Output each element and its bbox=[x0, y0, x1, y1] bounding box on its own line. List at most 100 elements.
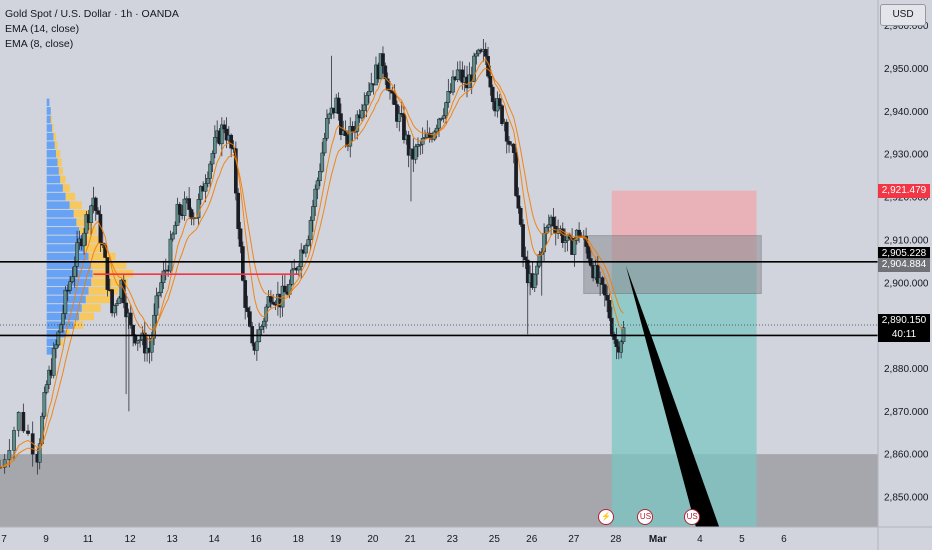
candle-down bbox=[577, 229, 581, 237]
candle-down bbox=[602, 284, 607, 296]
candle-down bbox=[336, 97, 341, 114]
candle-up bbox=[58, 324, 63, 333]
candle-up bbox=[117, 297, 121, 304]
volume-profile-down-bar bbox=[85, 295, 111, 304]
candle-up bbox=[451, 76, 455, 93]
x-tick-label: 16 bbox=[251, 534, 263, 545]
candle-up bbox=[68, 281, 72, 291]
candle-down bbox=[383, 65, 388, 80]
volume-profile-up-bar bbox=[46, 261, 92, 269]
candle-up bbox=[12, 430, 16, 451]
y-tick-label: 2,850.000 bbox=[884, 493, 929, 504]
volume-profile-up-bar bbox=[46, 235, 82, 244]
stop-price-tag: 2,921.479 bbox=[878, 183, 930, 198]
candle-up bbox=[537, 254, 542, 267]
candle-up bbox=[175, 204, 180, 226]
candle-down bbox=[488, 75, 493, 88]
candle-up bbox=[63, 289, 68, 314]
candle-up bbox=[54, 344, 58, 349]
volume-profile-up-bar bbox=[46, 227, 80, 235]
x-tick-label: 5 bbox=[739, 534, 745, 545]
candle-up bbox=[16, 411, 21, 431]
candles bbox=[0, 38, 626, 475]
candle-down bbox=[187, 198, 191, 210]
y-tick-label: 2,950.000 bbox=[884, 64, 929, 75]
candle-up bbox=[306, 239, 311, 246]
symbol-title[interactable]: Gold Spot / U.S. Dollar · 1h · OANDA bbox=[5, 8, 179, 20]
candle-up bbox=[75, 242, 79, 267]
y-tick-label: 2,960.000 bbox=[884, 21, 929, 32]
candle-up bbox=[170, 233, 175, 240]
candle-down bbox=[128, 312, 133, 326]
candle-up bbox=[84, 214, 89, 234]
candle-down bbox=[514, 152, 518, 196]
candle-down bbox=[224, 128, 229, 141]
volume-profile-up-bar bbox=[46, 124, 53, 132]
candle-up bbox=[362, 104, 367, 111]
candle-up bbox=[114, 303, 119, 306]
candle-down bbox=[497, 98, 502, 107]
candle-up bbox=[476, 49, 481, 55]
volume-profile-down-bar bbox=[79, 312, 94, 321]
candle-up bbox=[444, 102, 448, 117]
chart-legend: Gold Spot / U.S. Dollar · 1h · OANDA EMA… bbox=[5, 7, 179, 52]
candle-up bbox=[154, 295, 159, 316]
candle-up bbox=[619, 341, 623, 353]
us-flag-event-icon[interactable]: US bbox=[637, 509, 654, 525]
candle-down bbox=[21, 411, 26, 432]
ema14-legend[interactable]: EMA (14, close) bbox=[5, 23, 80, 35]
volume-profile-up-bar bbox=[46, 184, 63, 192]
currency-unit-button[interactable]: USD bbox=[880, 4, 926, 26]
candle-up bbox=[455, 69, 460, 80]
volume-profile-down-bar bbox=[65, 192, 76, 201]
candle-down bbox=[483, 49, 488, 57]
y-tick-label: 2,880.000 bbox=[884, 364, 929, 375]
candle-up bbox=[546, 224, 551, 228]
volume-profile-down-bar bbox=[69, 201, 82, 209]
candle-down bbox=[390, 90, 395, 94]
volume-profile-up-bar bbox=[46, 347, 55, 355]
candle-up bbox=[563, 240, 567, 243]
candle-up bbox=[472, 55, 476, 82]
candle-up bbox=[61, 313, 65, 325]
candle-up bbox=[413, 146, 418, 160]
y-tick-label: 2,870.000 bbox=[884, 407, 929, 418]
candle-up bbox=[156, 292, 161, 297]
candle-up bbox=[621, 327, 626, 342]
volume-profile-down-bar bbox=[60, 175, 66, 184]
candle-down bbox=[595, 265, 600, 284]
candle-up bbox=[532, 273, 537, 288]
candle-up bbox=[437, 118, 441, 129]
x-tick-label: 4 bbox=[697, 534, 703, 545]
y-tick-label: 2,860.000 bbox=[884, 450, 929, 461]
candle-down bbox=[248, 311, 252, 327]
candle-up bbox=[72, 266, 77, 277]
candle-down bbox=[406, 134, 411, 156]
economic-event-icon[interactable]: ⚡ bbox=[598, 509, 615, 525]
us-flag-event-icon[interactable]: US bbox=[684, 509, 701, 525]
volume-profile-down-bar bbox=[56, 149, 61, 158]
x-tick-label: 7 bbox=[1, 534, 7, 545]
candle-up bbox=[355, 114, 360, 132]
candle-down bbox=[516, 195, 521, 209]
volume-profile-up-bar bbox=[46, 252, 89, 261]
volume-profile-down-bar bbox=[73, 209, 89, 218]
ema8-legend[interactable]: EMA (8, close) bbox=[5, 38, 74, 50]
volume-profile-down-bar bbox=[60, 338, 63, 347]
candle-up bbox=[474, 53, 479, 57]
y-tick-label: 2,910.000 bbox=[884, 235, 929, 246]
volume-profile-down-bar bbox=[81, 235, 101, 244]
candle-up bbox=[212, 137, 217, 154]
x-tick-label: Mar bbox=[649, 534, 667, 545]
candle-up bbox=[159, 282, 163, 293]
candle-up bbox=[51, 348, 56, 376]
candle-down bbox=[271, 301, 276, 305]
candle-up bbox=[423, 137, 427, 139]
volume-profile-down-bar bbox=[81, 304, 101, 312]
volume-profile-down-bar bbox=[53, 132, 57, 141]
candle-down bbox=[177, 204, 182, 215]
candle-up bbox=[47, 369, 51, 385]
candle-up bbox=[364, 95, 369, 106]
candle-down bbox=[600, 277, 605, 285]
